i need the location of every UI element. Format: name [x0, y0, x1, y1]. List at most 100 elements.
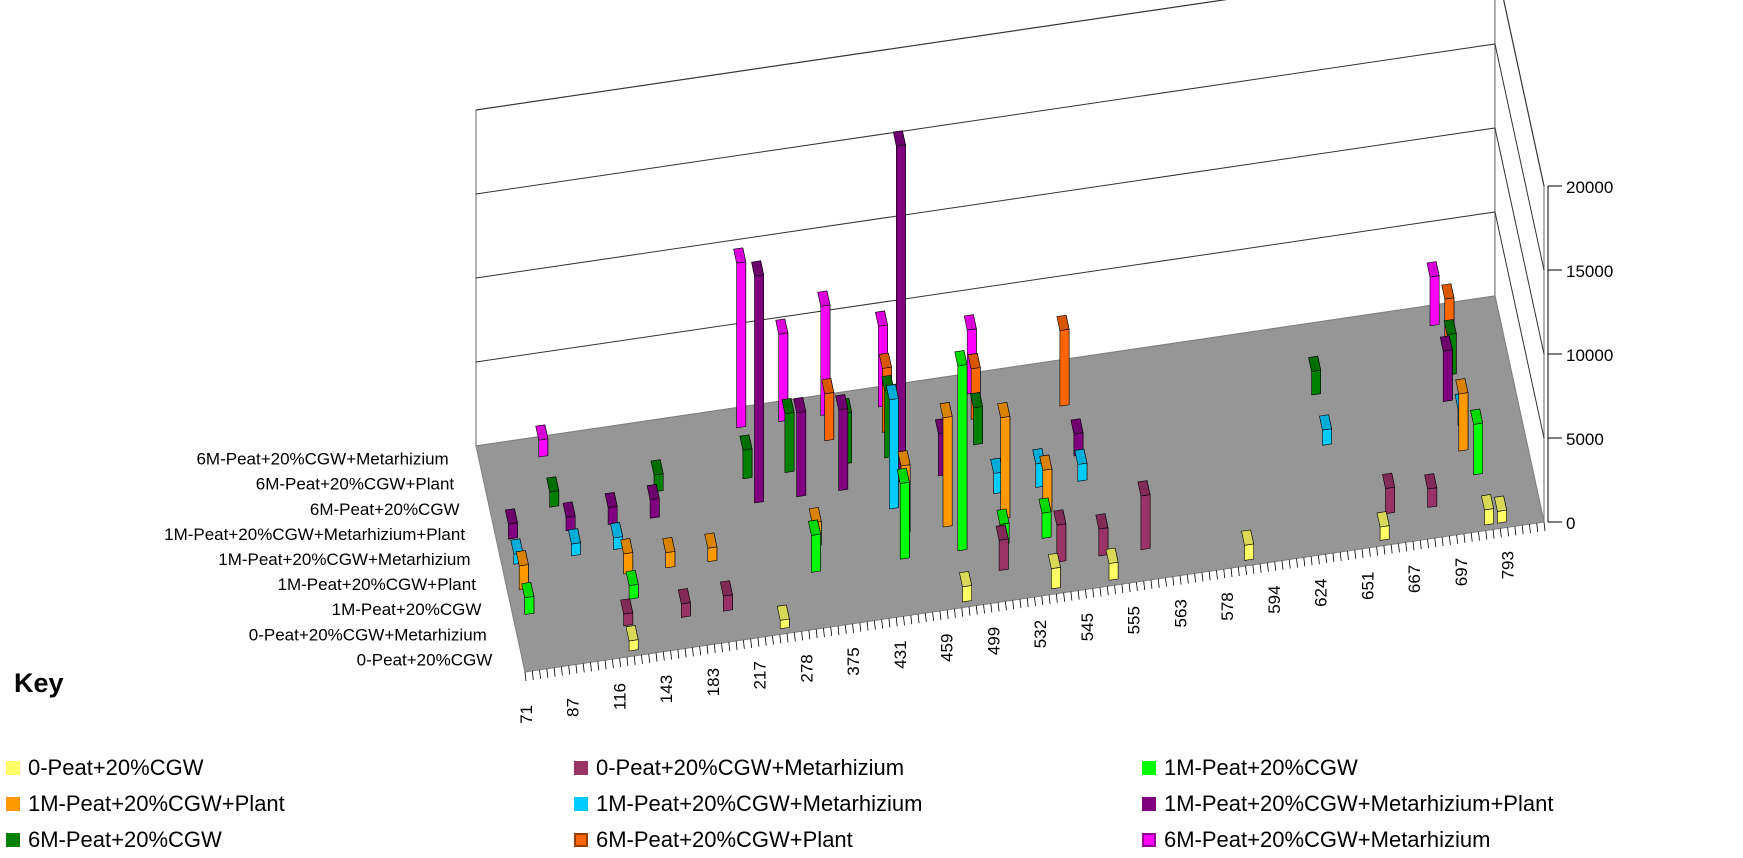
- bar: [959, 571, 973, 603]
- x-tick-label: 793: [1499, 551, 1518, 579]
- bar-top: [875, 310, 888, 327]
- bar: [625, 569, 639, 600]
- bar: [793, 396, 807, 498]
- bar-top: [775, 318, 789, 335]
- bar-top: [776, 604, 790, 621]
- bar-top: [1039, 454, 1053, 471]
- x-minor-tick: [786, 633, 789, 643]
- x-minor-tick: [546, 668, 549, 678]
- series-axis-label: 1M-Peat+20%CGW+Plant: [278, 575, 477, 594]
- x-minor-tick: [582, 663, 585, 673]
- x-minor-tick: [1310, 556, 1313, 566]
- bar-top: [535, 424, 549, 441]
- bar: [1137, 480, 1151, 551]
- x-minor-tick: [1441, 536, 1444, 547]
- series-axis-label: 0-Peat+20%CGW: [357, 650, 493, 669]
- x-minor-tick: [939, 610, 942, 620]
- bar: [733, 247, 747, 429]
- bar-front: [649, 498, 660, 519]
- bar-top: [719, 580, 733, 597]
- legend-title: Key: [14, 668, 64, 698]
- bar-top: [625, 625, 639, 642]
- bar-top: [646, 484, 660, 501]
- bar: [646, 484, 660, 519]
- bar-top: [954, 350, 968, 367]
- x-minor-tick: [1172, 576, 1175, 586]
- bar-front: [962, 585, 973, 603]
- bar-front: [1311, 369, 1321, 396]
- x-tick-label: 697: [1452, 558, 1471, 586]
- x-minor-tick: [1012, 600, 1015, 610]
- bar: [954, 350, 968, 552]
- legend-label: 6M-Peat+20%CGW: [28, 827, 222, 852]
- gridline: [475, 127, 1545, 355]
- bar-front: [1458, 392, 1469, 452]
- bar: [835, 394, 849, 491]
- legend-item: 6M-Peat+20%CGW+Plant: [574, 827, 853, 853]
- x-minor-tick: [1470, 532, 1473, 542]
- bar-front: [1484, 508, 1494, 526]
- x-tick-label: 278: [797, 654, 816, 682]
- x-minor-tick: [1077, 590, 1080, 600]
- x-minor-tick: [1507, 527, 1510, 537]
- x-minor-tick: [764, 636, 767, 646]
- bar-top: [1443, 319, 1457, 336]
- bar-front: [736, 261, 747, 429]
- x-minor-tick: [1463, 533, 1466, 543]
- x-minor-tick: [830, 626, 833, 637]
- x-minor-tick: [1230, 568, 1233, 578]
- bar: [1308, 355, 1322, 396]
- bar: [1241, 529, 1255, 561]
- x-minor-tick: [706, 645, 709, 655]
- bar-top: [817, 290, 831, 307]
- bar-front: [1077, 462, 1088, 482]
- bar-front: [811, 533, 821, 573]
- x-minor-tick: [1521, 525, 1524, 535]
- bar: [546, 476, 560, 508]
- x-minor-tick: [932, 611, 934, 622]
- bar: [677, 588, 691, 618]
- x-minor-tick: [1106, 586, 1109, 596]
- bar-front: [1108, 561, 1119, 581]
- bar-front: [1059, 328, 1070, 407]
- bar: [970, 392, 983, 446]
- x-minor-tick: [713, 644, 716, 654]
- bar: [896, 467, 910, 560]
- legend-swatch: [574, 761, 588, 775]
- x-minor-tick: [903, 616, 905, 626]
- bar-front: [607, 506, 618, 525]
- x-minor-tick: [1499, 528, 1502, 538]
- bar: [1424, 473, 1438, 508]
- bar: [562, 501, 576, 532]
- bar-top: [897, 450, 911, 467]
- bar-front: [957, 364, 968, 552]
- x-minor-tick: [859, 622, 862, 632]
- bar: [604, 491, 618, 525]
- bar-top: [739, 434, 753, 451]
- x-minor-tick: [560, 666, 563, 676]
- legend-swatch: [6, 797, 20, 811]
- x-minor-tick: [626, 656, 629, 667]
- bar-front: [1140, 494, 1151, 551]
- bar-top: [1441, 283, 1455, 300]
- x-minor-tick: [1376, 546, 1378, 556]
- bar: [620, 598, 634, 627]
- x-minor-tick: [655, 652, 658, 662]
- x-minor-tick: [793, 632, 796, 642]
- x-minor-tick: [539, 669, 541, 679]
- x-tick-label: 667: [1405, 565, 1424, 593]
- bar-top: [625, 569, 639, 587]
- x-tick-label: 143: [657, 675, 676, 703]
- bar: [1382, 472, 1396, 515]
- x-minor-tick: [524, 671, 527, 682]
- x-tick-label: 555: [1125, 606, 1144, 634]
- x-minor-tick: [677, 649, 680, 659]
- bar-top: [885, 384, 899, 401]
- bar: [1038, 497, 1052, 539]
- legend-swatch: [6, 761, 20, 775]
- legend-item: 6M-Peat+20%CGW+Metarhizium: [1142, 827, 1490, 853]
- x-minor-tick: [1361, 548, 1364, 558]
- x-minor-tick: [1267, 562, 1269, 572]
- x-minor-tick: [684, 648, 687, 658]
